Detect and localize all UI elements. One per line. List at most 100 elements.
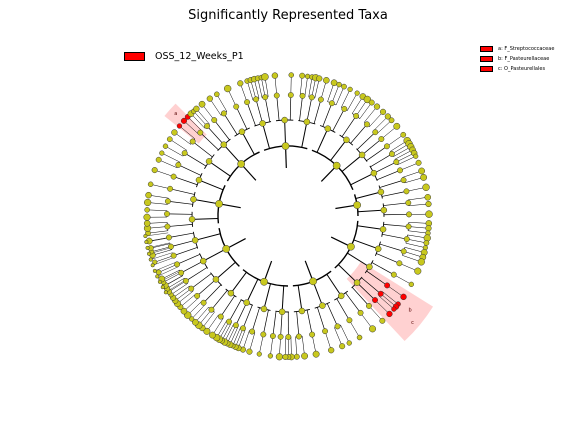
leaf-branch bbox=[157, 266, 179, 277]
order-branch bbox=[371, 262, 394, 275]
order-node bbox=[378, 136, 385, 142]
order-node bbox=[174, 261, 181, 268]
order-branch bbox=[351, 287, 370, 307]
order-node bbox=[170, 252, 177, 259]
leaf-node bbox=[424, 194, 432, 201]
order-node bbox=[217, 313, 224, 320]
leaf-node bbox=[354, 90, 360, 96]
leaf-branch bbox=[341, 89, 351, 108]
leaf-branch bbox=[187, 116, 203, 132]
class-node bbox=[281, 116, 288, 124]
leaf-branch bbox=[154, 169, 174, 177]
leaf-node bbox=[209, 331, 216, 339]
order-branch bbox=[370, 153, 393, 168]
class-node bbox=[191, 237, 199, 244]
order-branch bbox=[206, 125, 225, 145]
class-branch bbox=[353, 239, 379, 250]
class-node bbox=[377, 188, 385, 196]
phylum-node bbox=[215, 199, 223, 208]
order-branch bbox=[379, 179, 404, 188]
class-node bbox=[188, 216, 196, 223]
leaf-node bbox=[267, 353, 274, 359]
leaf-branch bbox=[368, 305, 383, 321]
leaf-branch bbox=[394, 149, 413, 160]
leaf-branch bbox=[179, 125, 196, 139]
leaf-branch bbox=[304, 76, 308, 97]
order-branch bbox=[289, 95, 292, 121]
class-node bbox=[370, 169, 378, 177]
leaf-node bbox=[304, 73, 311, 80]
leaf-node bbox=[145, 245, 150, 250]
leaf-node bbox=[328, 347, 335, 354]
order-node bbox=[403, 188, 410, 195]
highlight-shade bbox=[164, 103, 207, 144]
order-branch bbox=[173, 176, 198, 186]
leaf-branch bbox=[314, 78, 320, 99]
leaf-node bbox=[192, 318, 199, 326]
leaf-branch bbox=[407, 197, 428, 201]
leaf-branch bbox=[250, 79, 257, 100]
class-branch bbox=[357, 225, 384, 230]
leaf-node bbox=[147, 181, 154, 188]
order-node bbox=[353, 113, 360, 119]
leaf-branch bbox=[165, 145, 183, 157]
order-branch bbox=[350, 124, 368, 144]
leaf-branch bbox=[386, 285, 404, 298]
class-branch bbox=[262, 123, 270, 149]
taxa-legend-swatch bbox=[480, 46, 493, 52]
order-node bbox=[328, 100, 335, 107]
order-node bbox=[388, 151, 395, 157]
class-node bbox=[212, 276, 220, 283]
leaf-node bbox=[145, 191, 152, 199]
leaf-node bbox=[425, 225, 432, 232]
class-branch bbox=[284, 120, 287, 147]
leaf-branch bbox=[374, 299, 390, 315]
order-node bbox=[277, 333, 284, 340]
leaf-branch bbox=[364, 106, 378, 123]
order-node bbox=[341, 105, 348, 112]
leaf-branch bbox=[180, 293, 196, 308]
leaf-node bbox=[379, 317, 386, 324]
leaf-node bbox=[144, 198, 152, 207]
order-node bbox=[405, 223, 412, 230]
leaf-node bbox=[237, 80, 244, 87]
leaf-branch bbox=[347, 93, 358, 111]
order-branch bbox=[361, 138, 382, 156]
leaf-node bbox=[368, 99, 375, 106]
order-node bbox=[240, 325, 246, 332]
class-node bbox=[199, 257, 207, 265]
class-branch bbox=[350, 172, 375, 186]
order-branch bbox=[184, 152, 207, 167]
leaf-node bbox=[341, 83, 347, 90]
order-node bbox=[393, 159, 400, 165]
phylum-node bbox=[281, 142, 290, 150]
class-node bbox=[278, 308, 286, 316]
class-branch bbox=[195, 233, 221, 241]
class-branch bbox=[341, 154, 363, 172]
leaf-branch bbox=[195, 307, 209, 323]
order-branch bbox=[168, 232, 194, 238]
class-branch bbox=[338, 264, 358, 284]
order-branch bbox=[326, 303, 338, 327]
leaf-node bbox=[143, 213, 151, 221]
clade-marker: c bbox=[411, 320, 414, 326]
leaf-branch bbox=[240, 83, 248, 103]
order-branch bbox=[203, 284, 222, 303]
leaf-node bbox=[420, 173, 428, 181]
order-node bbox=[309, 331, 316, 338]
phylum-node bbox=[260, 277, 268, 286]
class-branch bbox=[192, 217, 219, 220]
order-branch bbox=[313, 99, 322, 124]
leaf-branch bbox=[227, 325, 237, 344]
order-node bbox=[164, 198, 171, 205]
taxa-legend-label: c: O_Pasteurellales bbox=[498, 66, 546, 72]
leaf-node bbox=[400, 131, 407, 138]
group-legend-label: OSS_12_Weeks_P1 bbox=[155, 51, 244, 62]
order-branch bbox=[176, 254, 201, 265]
class-node bbox=[343, 136, 350, 144]
leaf-node bbox=[400, 293, 407, 301]
class-node bbox=[298, 307, 306, 315]
order-node bbox=[208, 306, 215, 313]
leaf-branch bbox=[406, 238, 427, 244]
